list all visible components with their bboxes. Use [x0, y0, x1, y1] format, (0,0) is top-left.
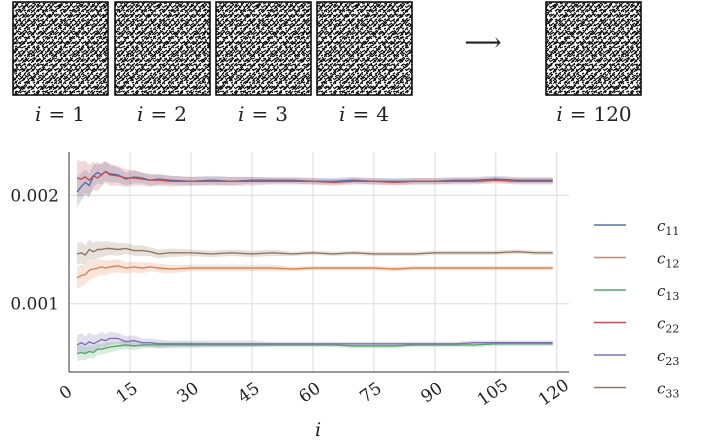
caption-eq: = [48, 102, 65, 126]
x-tick-label: 90 [417, 379, 446, 408]
caption-num: 2 [174, 102, 187, 126]
caption-var: i [137, 102, 143, 126]
legend-label-base: c [657, 380, 666, 398]
caption-num: 3 [275, 102, 288, 126]
arrow-glyph: ⟶ [464, 28, 501, 58]
caption-i3: i = 3 [238, 102, 288, 126]
caption-var: i [35, 102, 41, 126]
legend-label-c13: c13 [657, 282, 679, 303]
caption-num: 1 [72, 102, 85, 126]
x-tick-label: 60 [295, 379, 324, 408]
series-line-c22 [76, 170, 553, 184]
legend-label-subscript: 23 [665, 355, 679, 368]
legend-label-subscript: 13 [665, 290, 679, 303]
series-line-c12 [76, 265, 553, 279]
series-band-c13 [77, 340, 553, 362]
legend-label-subscript: 12 [665, 258, 679, 271]
chart-series-lines [76, 170, 553, 355]
sample-captions: i = 1 i = 2 i = 3 i = 4 i = 120 [35, 102, 632, 126]
caption-i2: i = 2 [137, 102, 187, 126]
caption-var: i [556, 102, 562, 126]
caption-eq: = [150, 102, 167, 126]
legend-label-c11: c11 [657, 217, 679, 238]
x-tick-label: 75 [356, 379, 385, 408]
caption-eq: = [251, 102, 268, 126]
caption-num: 120 [593, 102, 631, 126]
legend-label-c12: c12 [657, 250, 679, 271]
x-tick-label: 45 [234, 379, 263, 408]
y-tick-label: 0.002 [10, 186, 59, 206]
legend-label-base: c [657, 250, 666, 268]
caption-i1: i = 1 [35, 102, 85, 126]
legend-label-c23: c23 [657, 347, 679, 368]
caption-num: 4 [376, 102, 389, 126]
legend-label-base: c [657, 347, 666, 365]
x-tick-label: 15 [113, 379, 142, 408]
x-tick-label: 30 [173, 379, 202, 408]
legend-label-base: c [657, 282, 666, 300]
caption-var: i [238, 102, 244, 126]
sample-image-i120 [545, 1, 642, 96]
series-band-c12 [77, 259, 553, 289]
caption-eq: = [570, 102, 587, 126]
caption-eq: = [352, 102, 369, 126]
x-tick-label: 105 [474, 375, 512, 410]
chart-confidence-bands [77, 159, 553, 362]
legend-label-base: c [657, 315, 666, 333]
legend-label-c33: c33 [657, 380, 679, 401]
chart-x-ticks: 0 15 30 45 60 75 90 105 120 [56, 375, 573, 410]
caption-var: i [339, 102, 345, 126]
legend-label-subscript: 11 [665, 225, 679, 238]
caption-i120: i = 120 [556, 102, 631, 126]
sample-thumbnails [12, 1, 642, 96]
series-band-c11 [77, 161, 553, 208]
x-tick-label: 120 [535, 375, 573, 410]
sample-image-i4 [316, 1, 413, 96]
legend-label-c22: c22 [657, 315, 679, 336]
y-tick-label: 0.001 [10, 295, 59, 315]
x-tick-label: 0 [56, 382, 76, 405]
legend-label-subscript: 33 [665, 388, 679, 401]
series-line-c33 [76, 247, 553, 256]
sample-image-i3 [215, 1, 312, 96]
series-band-c22 [77, 159, 553, 197]
x-axis-label: i [315, 419, 321, 441]
chart-axes [68, 152, 569, 373]
series-line-c13 [76, 343, 553, 355]
sample-image-i2 [114, 1, 211, 96]
legend-label-subscript: 22 [665, 323, 679, 336]
caption-i4: i = 4 [339, 102, 389, 126]
sample-image-i1 [12, 1, 109, 96]
legend-label-base: c [657, 217, 666, 235]
series-line-c23 [76, 337, 553, 346]
chart-y-ticks: 0.001 0.002 [10, 186, 59, 314]
